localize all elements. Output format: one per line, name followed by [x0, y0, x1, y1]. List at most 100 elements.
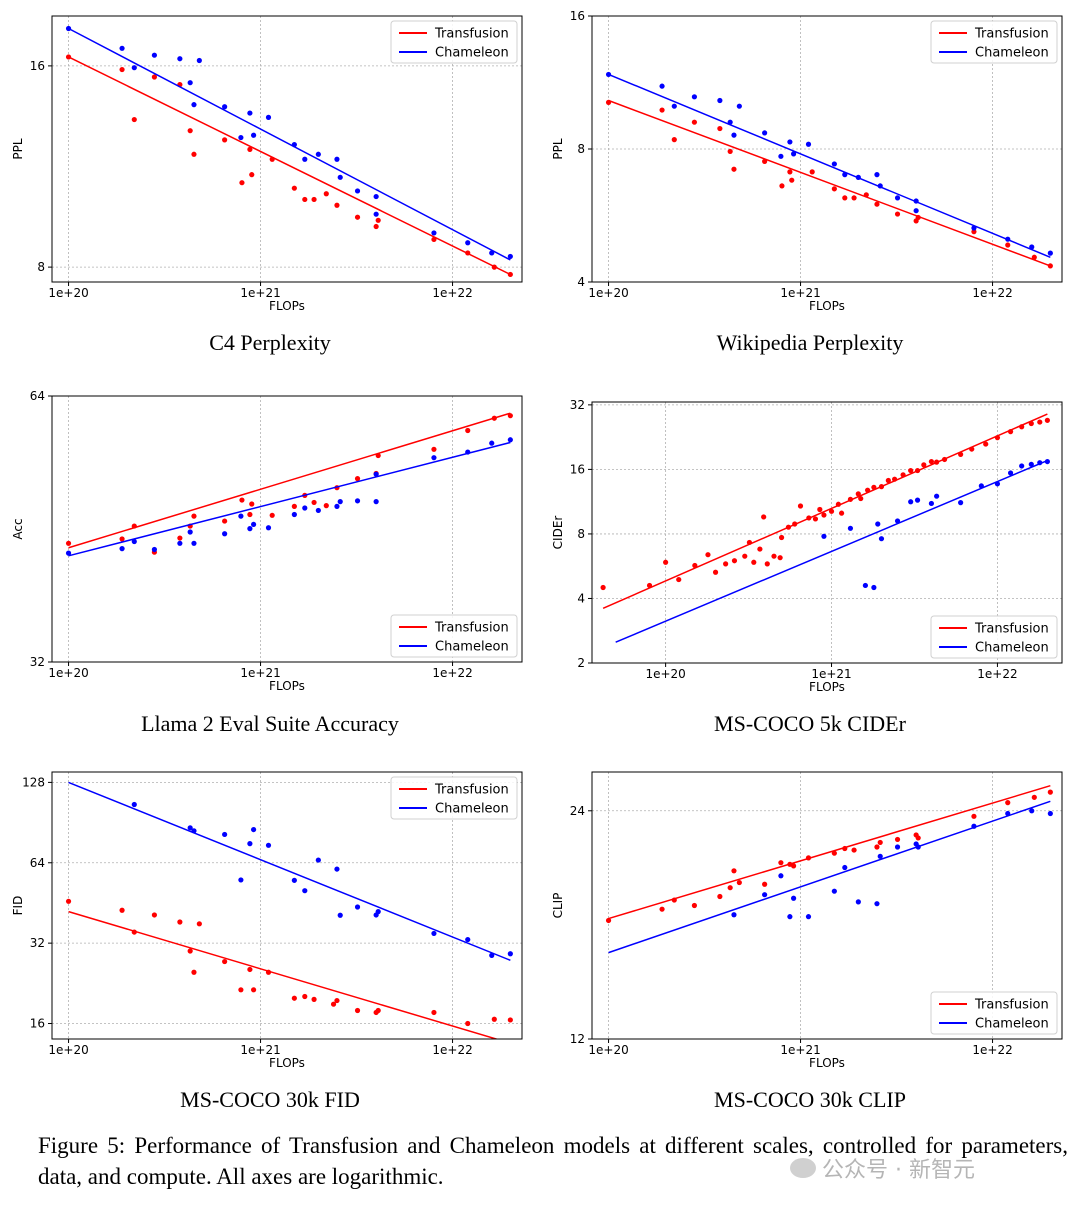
data-point-chameleon — [855, 899, 861, 905]
legend: Transfusion Chameleon — [930, 991, 1058, 1035]
data-point-transfusion — [507, 271, 513, 278]
data-point-transfusion — [705, 552, 711, 558]
data-point-transfusion — [265, 969, 272, 975]
data-point-transfusion — [491, 264, 497, 270]
data-point-transfusion — [323, 191, 329, 197]
data-point-chameleon — [151, 52, 158, 58]
data-point-transfusion — [941, 456, 948, 463]
data-point-chameleon — [894, 844, 901, 850]
data-point-transfusion — [191, 969, 197, 975]
series-chameleon — [68, 781, 513, 961]
data-point-transfusion — [375, 217, 381, 223]
legend: Transfusion Chameleon — [930, 20, 1058, 64]
data-point-chameleon — [334, 156, 340, 162]
data-point-chameleon — [489, 440, 495, 446]
fit-line-transfusion — [68, 910, 499, 1039]
data-point-transfusion — [761, 514, 767, 520]
fit-line-chameleon — [68, 781, 511, 961]
data-point-transfusion — [249, 172, 255, 178]
data-point-transfusion — [742, 553, 748, 559]
data-point-chameleon — [1019, 463, 1025, 469]
data-point-transfusion — [855, 491, 861, 497]
data-point-chameleon — [790, 895, 797, 901]
data-point-transfusion — [871, 484, 877, 490]
legend-label-chameleon: Chameleon — [435, 46, 509, 61]
data-point-transfusion — [894, 211, 901, 217]
data-point-chameleon — [894, 518, 901, 524]
data-point-transfusion — [269, 156, 275, 162]
data-point-chameleon — [913, 208, 919, 214]
data-point-transfusion — [247, 146, 253, 153]
data-point-transfusion — [838, 510, 845, 516]
data-point-chameleon — [431, 455, 437, 461]
legend-label-chameleon: Chameleon — [975, 1017, 1049, 1032]
data-point-transfusion — [65, 540, 72, 546]
axes-frame — [591, 771, 1063, 1040]
data-point-transfusion — [373, 223, 379, 230]
data-point-transfusion — [851, 195, 857, 201]
data-point-chameleon — [337, 499, 343, 505]
data-point-chameleon — [131, 538, 137, 545]
data-point-chameleon — [119, 546, 125, 552]
y-tick-label: 12 — [570, 1032, 585, 1046]
y-axis-label: PPL — [11, 138, 25, 159]
data-point-chameleon — [894, 195, 901, 201]
data-point-transfusion — [247, 511, 253, 518]
data-point-transfusion — [792, 521, 798, 527]
data-point-chameleon — [871, 584, 877, 591]
x-tick-label: 1e+20 — [588, 286, 628, 300]
data-point-transfusion — [842, 845, 848, 852]
fit-line-chameleon — [615, 459, 1048, 643]
data-point-chameleon — [971, 225, 977, 231]
data-point-chameleon — [821, 533, 827, 539]
data-point-chameleon — [778, 873, 784, 879]
legend-label-chameleon: Chameleon — [435, 640, 509, 655]
data-point-chameleon — [465, 936, 471, 943]
y-tick-label: 16 — [30, 1017, 45, 1031]
data-point-chameleon — [913, 198, 919, 204]
axes-frame — [51, 15, 523, 283]
x-tick-label: 1e+21 — [240, 286, 280, 300]
data-point-transfusion — [727, 148, 733, 155]
legend: Transfusion Chameleon — [390, 20, 518, 64]
data-point-chameleon — [250, 826, 257, 833]
data-point-chameleon — [862, 582, 868, 589]
data-point-transfusion — [375, 1007, 381, 1014]
data-point-chameleon — [196, 57, 202, 64]
data-point-transfusion — [736, 879, 742, 886]
legend-label-transfusion: Transfusion — [434, 621, 509, 636]
data-point-transfusion — [691, 902, 698, 909]
data-point-chameleon — [337, 174, 343, 180]
data-point-transfusion — [777, 555, 783, 561]
data-point-transfusion — [892, 476, 898, 482]
series-transfusion — [65, 54, 513, 278]
data-point-transfusion — [723, 561, 729, 567]
data-point-chameleon — [337, 912, 343, 918]
data-point-transfusion — [757, 546, 763, 552]
data-point-transfusion — [671, 897, 677, 903]
data-point-chameleon — [605, 71, 612, 78]
data-point-transfusion — [785, 524, 792, 530]
data-point-chameleon — [1005, 810, 1011, 817]
data-point-transfusion — [778, 860, 784, 866]
data-point-transfusion — [507, 1017, 513, 1023]
data-point-transfusion — [222, 958, 228, 965]
data-point-transfusion — [334, 997, 340, 1004]
y-axis-label: CLIP — [551, 893, 565, 919]
data-point-transfusion — [1028, 420, 1034, 427]
data-point-chameleon — [354, 904, 361, 910]
x-tick-label: 1e+20 — [588, 1043, 628, 1057]
data-point-chameleon — [762, 892, 768, 898]
data-point-transfusion — [605, 917, 612, 924]
data-point-transfusion — [831, 186, 837, 192]
data-point-transfusion — [187, 948, 193, 954]
data-point-chameleon — [431, 930, 437, 937]
data-point-transfusion — [842, 195, 848, 201]
data-point-transfusion — [731, 166, 737, 172]
data-point-transfusion — [790, 863, 797, 869]
series-chameleon — [608, 800, 1053, 954]
x-tick-label: 1e+20 — [48, 286, 88, 300]
data-point-chameleon — [778, 153, 784, 159]
data-point-chameleon — [177, 540, 183, 546]
